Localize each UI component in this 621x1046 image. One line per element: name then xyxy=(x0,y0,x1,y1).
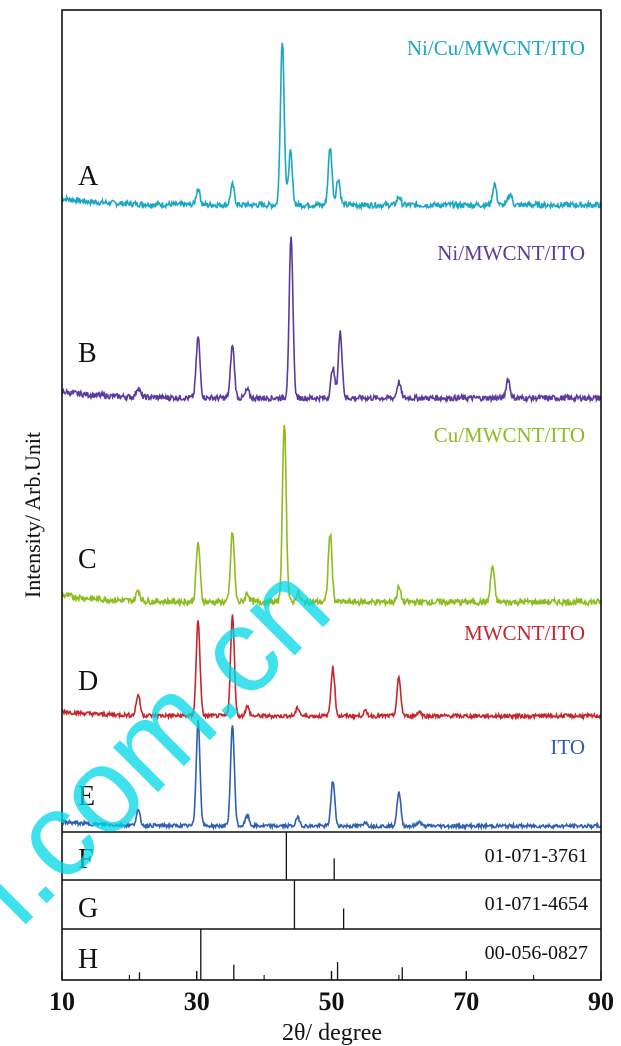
series-name-c: Cu/MWCNT/ITO xyxy=(434,423,585,447)
reference-panels: F 01-071-3761 G 01-071-4654 H 00-056-0827 xyxy=(62,831,601,980)
x-tick-label-70: 70 xyxy=(453,987,479,1016)
panel-letter-c: C xyxy=(78,544,97,575)
x-axis-title: 2θ/ degree xyxy=(282,1020,382,1046)
reference-code-f: 01-071-3761 xyxy=(485,845,588,867)
reference-letter-f: F xyxy=(78,844,94,875)
series-line-a xyxy=(61,42,602,211)
series-line-e xyxy=(61,720,602,831)
series-name-e: ITO xyxy=(550,735,585,759)
panel-letter-a: A xyxy=(78,161,99,192)
reference-code-h: 00-056-0827 xyxy=(485,942,588,964)
series-name-b: Ni/MWCNT/ITO xyxy=(437,241,585,265)
reference-letter-g: G xyxy=(78,893,98,924)
series-labels: A Ni/Cu/MWCNT/ITO B Ni/MWCNT/ITO C Cu/MWCNT/I… xyxy=(78,36,585,812)
x-tick-label-90: 90 xyxy=(588,987,614,1016)
panel-letter-d: D xyxy=(78,666,98,697)
panel-letter-b: B xyxy=(78,338,97,369)
x-tick-label-50: 50 xyxy=(319,987,345,1016)
series-line-d xyxy=(61,614,602,721)
series-line-c xyxy=(61,424,602,608)
reference-code-g: 01-071-4654 xyxy=(485,893,588,915)
series-name-a: Ni/Cu/MWCNT/ITO xyxy=(407,36,585,60)
series-line-b xyxy=(61,236,602,404)
panel-letter-e: E xyxy=(78,781,95,812)
x-axis-ticks: 10 30 50 70 90 xyxy=(49,971,614,1016)
x-tick-label-10: 10 xyxy=(49,987,75,1016)
reference-letter-h: H xyxy=(78,944,98,975)
y-axis-title: Intensity/ Arb.Unit xyxy=(20,432,45,598)
series-name-d: MWCNT/ITO xyxy=(464,621,585,645)
x-tick-label-30: 30 xyxy=(184,987,210,1016)
series-traces xyxy=(61,42,602,831)
